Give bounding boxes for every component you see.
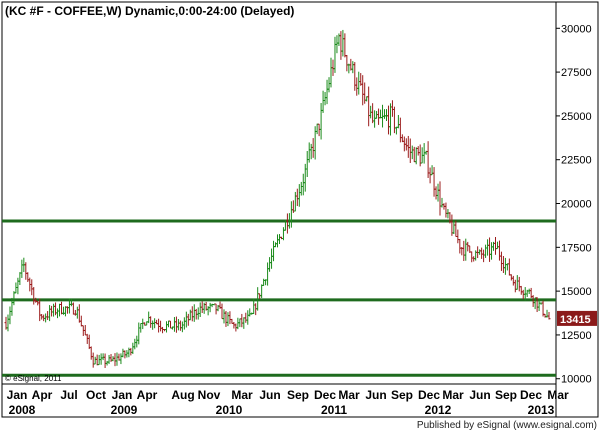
y-tick-label: 30000 <box>561 23 592 35</box>
x-month-label: Oct <box>86 388 106 402</box>
x-year-label: 2013 <box>528 403 555 417</box>
chart-title: (KC #F - COFFEE,W) Dynamic,0:00-24:00 (D… <box>5 4 294 18</box>
footer-credit: Published by eSignal (www.esignal.com) <box>416 420 597 431</box>
x-year-label: 2009 <box>111 403 138 417</box>
x-month-label: Jun <box>259 388 280 402</box>
y-tick-label: 25000 <box>561 111 592 123</box>
footer-bar: Published by eSignal (www.esignal.com) <box>0 419 601 435</box>
y-tick-label: 20000 <box>561 199 592 211</box>
y-axis-panel <box>555 1 599 418</box>
y-tick-label: 22500 <box>561 155 592 167</box>
y-tick-label: 17500 <box>561 242 592 254</box>
x-month-label: Nov <box>198 388 221 402</box>
x-month-label: Sep <box>287 388 309 402</box>
x-month-label: Sep <box>495 388 517 402</box>
x-month-label: Apr <box>137 388 158 402</box>
y-tick-label: 12500 <box>561 330 592 342</box>
plot-area <box>1 1 557 385</box>
x-month-label: Apr <box>32 388 53 402</box>
y-tick-label: 15000 <box>561 286 592 298</box>
x-month-label: Mar <box>338 388 360 402</box>
x-year-label: 2012 <box>425 403 452 417</box>
watermark: © eSignal, 2011 <box>5 374 62 383</box>
x-year-label: 2011 <box>321 403 347 417</box>
y-tick-label: 27500 <box>561 67 592 79</box>
x-month-label: Jan <box>112 388 133 402</box>
x-year-label: 2008 <box>9 403 36 417</box>
x-month-label: Mar <box>231 388 253 402</box>
x-month-label: Sep <box>391 388 413 402</box>
last-price-label: 13415 <box>560 314 591 326</box>
x-month-label: Jun <box>365 388 386 402</box>
x-month-label: Mar <box>442 388 464 402</box>
x-axis-panel <box>1 383 557 418</box>
x-month-label: Jan <box>7 388 28 402</box>
x-month-label: Dec <box>418 388 440 402</box>
x-month-label: Mar <box>547 388 569 402</box>
x-month-label: Aug <box>171 388 194 402</box>
y-tick-label: 10000 <box>561 374 592 386</box>
x-month-label: Dec <box>520 388 542 402</box>
x-month-label: Jun <box>469 388 490 402</box>
x-month-label: Jul <box>60 388 77 402</box>
x-month-label: Dec <box>314 388 336 402</box>
chart-svg: 10000 12500 15000 17500 20000 22500 25000 27500… <box>1 1 599 418</box>
last-price-tag <box>557 310 597 326</box>
x-year-label: 2010 <box>216 403 243 417</box>
